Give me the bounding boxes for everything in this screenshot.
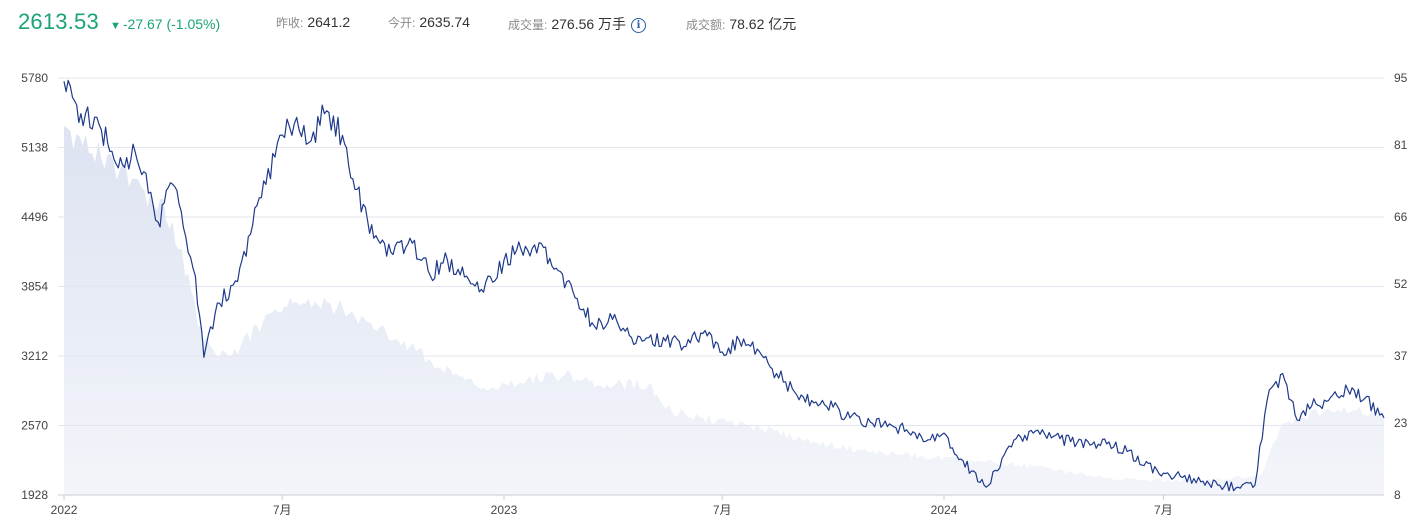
y-right-tick-label: 66	[1394, 210, 1408, 224]
y-left-tick-label: 1928	[21, 488, 48, 502]
y-right-tick-label: 23	[1394, 416, 1408, 430]
y-left-tick-label: 5138	[21, 141, 48, 155]
prev-close-label: 昨收:	[276, 16, 304, 30]
turnover-stat: 成交额: 78.62 亿元	[686, 14, 796, 34]
x-tick-label: 2023	[491, 503, 518, 517]
open-value: 2635.74	[419, 14, 470, 30]
price-line	[63, 79, 1385, 492]
volume-stat: 成交量: 276.56 万手 i	[508, 14, 647, 34]
open-label: 今开:	[388, 16, 416, 30]
open-stat: 今开: 2635.74	[388, 14, 470, 31]
x-tick-label: 7月	[1154, 503, 1173, 517]
volume-area	[64, 125, 1384, 496]
quote-header: 2613.53 ▼ -27.67 (-1.05%) 昨收: 2641.2 今开: 26…	[0, 0, 1412, 44]
y-left-tick-label: 3212	[21, 349, 48, 363]
y-right-tick-label: 52	[1394, 277, 1408, 291]
down-arrow-icon: ▼	[110, 20, 121, 32]
y-left-tick-label: 3854	[21, 280, 48, 294]
x-tick-label: 2022	[51, 503, 78, 517]
y-left-tick-label: 4496	[21, 210, 48, 224]
prev-close-stat: 昨收: 2641.2	[276, 14, 350, 31]
y-right-tick-label: 37	[1394, 349, 1408, 363]
turnover-value: 78.62 亿元	[729, 16, 797, 32]
info-icon[interactable]: i	[631, 18, 647, 33]
volume-label: 成交量:	[508, 18, 548, 32]
turnover-label: 成交额:	[686, 18, 726, 32]
x-tick-label: 7月	[273, 503, 292, 517]
x-tick-label: 2024	[931, 503, 958, 517]
current-price: 2613.53	[18, 9, 99, 34]
y-right-tick-label: 8	[1394, 488, 1401, 502]
y-right-tick-label: 95	[1394, 71, 1408, 85]
price-change-value: -27.67 (-1.05%)	[122, 16, 221, 32]
prev-close-value: 2641.2	[307, 14, 351, 30]
x-tick-label: 7月	[713, 503, 732, 517]
price-change: ▼ -27.67 (-1.05%)	[110, 16, 220, 32]
y-left-tick-label: 5780	[21, 71, 48, 85]
volume-value: 276.56 万手	[551, 16, 627, 32]
y-right-tick-label: 81	[1394, 138, 1408, 152]
y-left-tick-label: 2570	[21, 419, 48, 433]
